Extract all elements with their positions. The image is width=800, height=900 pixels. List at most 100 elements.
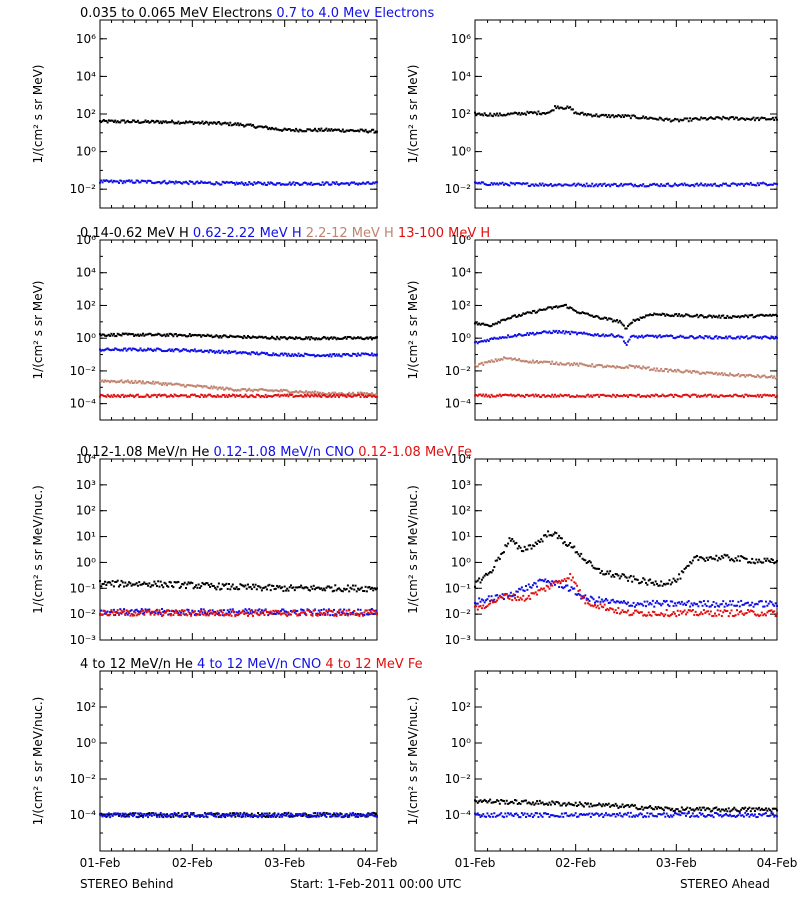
data-point xyxy=(239,612,242,615)
data-point xyxy=(373,610,376,613)
data-point xyxy=(509,595,512,598)
data-point xyxy=(533,309,536,312)
data-point xyxy=(640,603,643,606)
data-point xyxy=(602,606,605,609)
data-point xyxy=(274,127,277,130)
data-point xyxy=(130,584,133,587)
data-point xyxy=(145,349,148,352)
data-point xyxy=(231,814,234,817)
data-point xyxy=(591,115,594,118)
data-point xyxy=(653,611,656,614)
data-point xyxy=(248,608,251,611)
data-point xyxy=(544,578,547,581)
data-point xyxy=(142,609,145,612)
data-point xyxy=(748,183,751,186)
data-point xyxy=(243,610,246,613)
data-point xyxy=(265,183,268,186)
data-point xyxy=(490,324,493,327)
data-point xyxy=(292,354,295,357)
data-point xyxy=(661,613,664,616)
data-point xyxy=(196,334,199,337)
data-point xyxy=(540,579,543,582)
data-point xyxy=(664,583,667,586)
data-point xyxy=(676,578,679,581)
data-point xyxy=(139,395,142,398)
data-point xyxy=(556,331,559,334)
data-point xyxy=(573,545,576,548)
data-point xyxy=(632,114,635,117)
data-point xyxy=(562,395,565,398)
data-point xyxy=(512,182,515,185)
data-point xyxy=(325,586,328,589)
data-point xyxy=(133,583,136,586)
data-point xyxy=(727,118,730,121)
data-point xyxy=(183,581,186,584)
data-point xyxy=(289,336,292,339)
series-1-points xyxy=(99,811,378,819)
data-point xyxy=(525,333,528,336)
data-point xyxy=(610,395,613,398)
data-point xyxy=(649,183,652,186)
data-point xyxy=(282,128,285,131)
data-point xyxy=(159,120,162,123)
data-point xyxy=(269,816,272,819)
data-point xyxy=(217,182,220,185)
data-point xyxy=(296,814,299,817)
data-point xyxy=(661,393,664,396)
data-point xyxy=(312,392,315,395)
data-point xyxy=(507,112,510,115)
data-point xyxy=(150,334,153,337)
data-point xyxy=(224,583,227,586)
data-point xyxy=(340,337,343,340)
data-point xyxy=(571,395,574,398)
data-point xyxy=(226,396,229,399)
data-point xyxy=(339,588,342,591)
data-point xyxy=(263,815,266,818)
data-point xyxy=(99,612,101,615)
data-point xyxy=(234,615,237,618)
data-point xyxy=(186,335,189,338)
data-point xyxy=(263,388,266,391)
data-point xyxy=(635,578,638,581)
data-point xyxy=(729,316,732,319)
data-point xyxy=(693,613,696,616)
data-point xyxy=(707,336,710,339)
data-point xyxy=(253,814,256,817)
data-point xyxy=(489,571,492,574)
data-point xyxy=(614,396,617,399)
data-point xyxy=(229,395,232,398)
data-point xyxy=(250,124,253,127)
data-point xyxy=(326,393,329,396)
data-point xyxy=(675,604,678,607)
data-point xyxy=(154,381,157,384)
data-point xyxy=(731,395,734,398)
data-point xyxy=(117,395,120,398)
data-point xyxy=(158,382,161,385)
data-point xyxy=(718,372,721,375)
data-point xyxy=(496,394,499,397)
data-point xyxy=(680,570,683,573)
data-point xyxy=(231,123,234,126)
data-point xyxy=(760,375,763,378)
data-point xyxy=(257,336,260,339)
data-point xyxy=(258,608,261,611)
data-point xyxy=(314,183,317,186)
data-point xyxy=(206,349,209,352)
data-point xyxy=(348,129,351,132)
data-point xyxy=(365,181,368,184)
data-point xyxy=(212,385,215,388)
data-point xyxy=(747,601,750,604)
data-point xyxy=(283,812,286,815)
data-point xyxy=(542,308,545,311)
data-point xyxy=(755,117,758,120)
data-point xyxy=(179,814,182,817)
data-point xyxy=(219,614,222,617)
data-point xyxy=(642,577,645,580)
data-point xyxy=(632,365,635,368)
data-point xyxy=(683,314,686,317)
data-point xyxy=(738,118,741,121)
data-point xyxy=(668,334,671,337)
data-point xyxy=(504,336,507,339)
data-point xyxy=(631,183,634,186)
data-point xyxy=(570,586,573,589)
